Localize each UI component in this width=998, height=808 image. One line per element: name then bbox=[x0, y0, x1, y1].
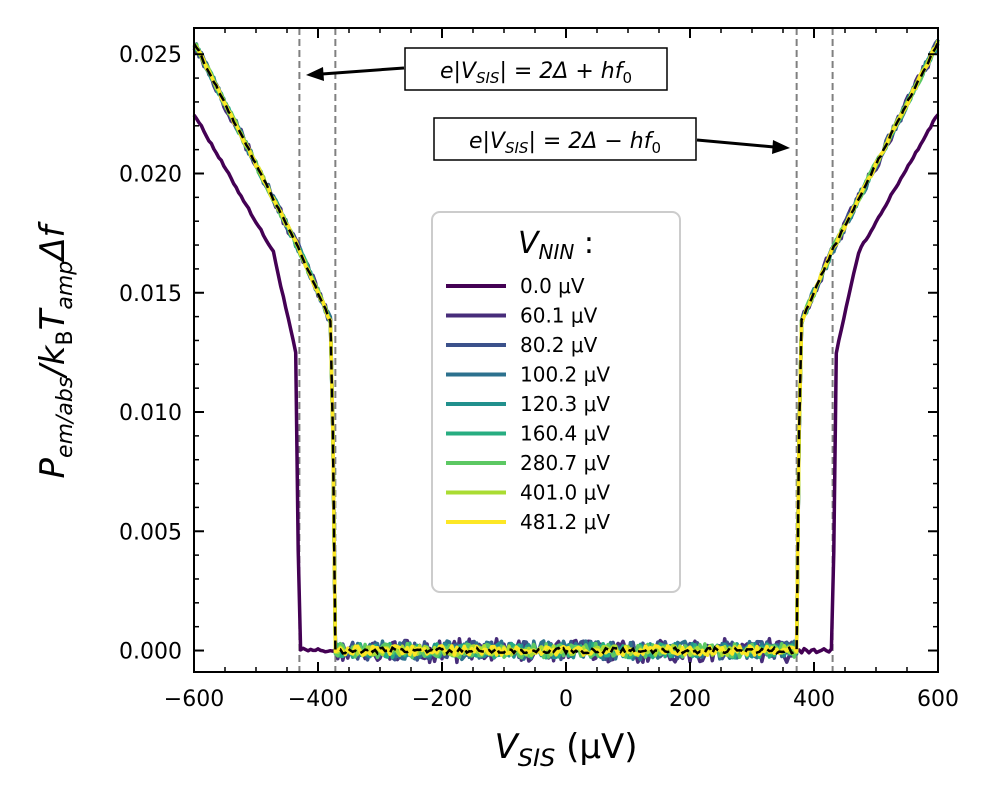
annotation-arrow-plus-head bbox=[306, 67, 324, 81]
x-axis-title-main: V bbox=[494, 727, 520, 767]
y-tick-label-1: 0.005 bbox=[119, 520, 182, 545]
y-tick-label-4: 0.020 bbox=[119, 162, 182, 187]
annotation-plus: e|VSIS| = 2Δ + hf0 bbox=[440, 59, 632, 87]
tick-label-group: −600 −400 −200 0 200 400 600 0.000 0.005 0.010 0.0… bbox=[119, 43, 959, 712]
fit-group bbox=[192, 41, 940, 657]
annotation-arrow-plus-shaft bbox=[321, 66, 405, 76]
y-tick-label-5: 0.025 bbox=[119, 43, 182, 68]
y-axis-title-b: /k bbox=[33, 344, 73, 379]
y-axis-title-d: Δf bbox=[33, 220, 73, 263]
legend-label-6: 280.7 μV bbox=[520, 451, 610, 475]
x-axis-title: VSIS (μV) bbox=[494, 727, 637, 772]
tick-group bbox=[193, 28, 939, 672]
annotation-plus-prefix: e|V bbox=[440, 59, 478, 84]
x-tick-label-0: −600 bbox=[164, 687, 224, 712]
annotation-arrow-minus-shaft bbox=[696, 138, 775, 149]
legend-title: VNIN : bbox=[518, 226, 594, 264]
x-tick-label-6: 600 bbox=[917, 687, 959, 712]
annotation-minus: e|VSIS| = 2Δ − hf0 bbox=[469, 129, 661, 157]
y-axis-title-a: P bbox=[33, 457, 73, 478]
legend-label-2: 80.2 μV bbox=[520, 333, 598, 357]
legend-label-5: 160.4 μV bbox=[520, 422, 610, 446]
annotation-plus-sub2: 0 bbox=[622, 69, 632, 87]
y-tick-label-2: 0.010 bbox=[119, 401, 182, 426]
y-axis-title-sub1: em/abs bbox=[53, 377, 78, 458]
legend-label-3: 100.2 μV bbox=[520, 363, 610, 387]
legend-label-0: 0.0 μV bbox=[520, 274, 585, 298]
x-tick-label-2: −200 bbox=[412, 687, 472, 712]
y-axis-title-c: T bbox=[33, 307, 73, 330]
vline-group bbox=[298, 28, 834, 672]
x-tick-label-5: 400 bbox=[793, 687, 835, 712]
legend-title-suffix: : bbox=[574, 226, 594, 261]
annotation-plus-sub: SIS bbox=[476, 69, 500, 87]
y-axis-title-sub2: B bbox=[53, 330, 78, 345]
annotation-box-minus bbox=[433, 117, 697, 161]
annotation-minus-suffix: | = 2Δ − hf bbox=[528, 129, 654, 154]
x-axis-title-unit: (μV) bbox=[555, 727, 637, 767]
annotation-minus-sub2: 0 bbox=[651, 139, 661, 157]
y-axis-title-sub3: amp bbox=[53, 261, 78, 310]
legend-box bbox=[431, 211, 681, 593]
y-tick-label-0: 0.000 bbox=[119, 640, 182, 665]
legend-label-1: 60.1 μV bbox=[520, 304, 598, 328]
legend-label-8: 481.2 μV bbox=[520, 510, 610, 534]
legend-entries: 0.0 μV 60.1 μV 80.2 μV 100.2 μV 120.3 μV 160.… bbox=[446, 274, 610, 534]
x-tick-label-1: −400 bbox=[288, 687, 348, 712]
annotation-minus-prefix: e|V bbox=[469, 129, 507, 154]
annotation-plus-suffix: | = 2Δ + hf bbox=[499, 59, 625, 84]
legend-title-sub: NIN bbox=[539, 240, 575, 264]
legend-title-main: V bbox=[518, 226, 541, 261]
x-tick-label-3: 0 bbox=[559, 687, 573, 712]
annotation-arrow-minus-head bbox=[772, 140, 790, 154]
annotation-minus-sub: SIS bbox=[505, 139, 529, 157]
y-tick-label-3: 0.015 bbox=[119, 282, 182, 307]
legend-label-7: 401.0 μV bbox=[520, 481, 610, 505]
annotation-box-plus bbox=[404, 47, 668, 91]
fit-line bbox=[192, 41, 940, 657]
x-axis-title-sub: SIS bbox=[518, 744, 556, 772]
legend-label-4: 120.3 μV bbox=[520, 392, 610, 416]
x-tick-label-4: 200 bbox=[669, 687, 711, 712]
y-axis-title: Pem/abs/kBTampΔf bbox=[33, 220, 78, 478]
